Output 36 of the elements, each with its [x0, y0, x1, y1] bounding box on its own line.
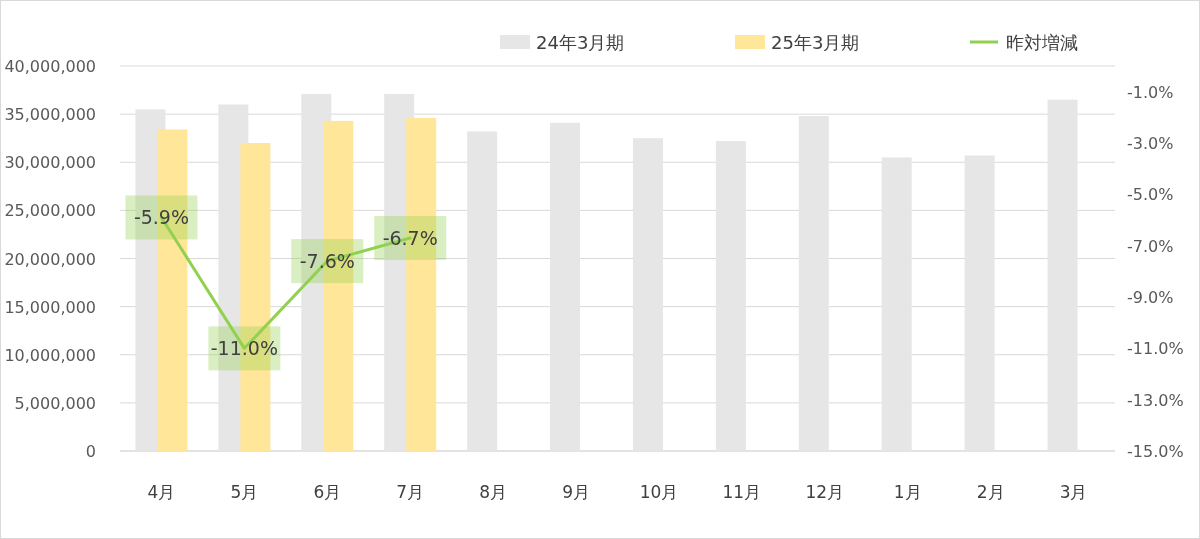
y-tick-label: 35,000,000: [4, 105, 96, 125]
data-label: -7.6%: [299, 250, 355, 273]
y2-tick-label: -1.0%: [1127, 82, 1174, 102]
x-tick-label: 4月: [147, 482, 176, 502]
y-tick-label: 10,000,000: [4, 345, 96, 365]
x-tick-label: 6月: [313, 482, 342, 502]
data-label: -6.7%: [382, 226, 438, 249]
y2-tick-label: -9.0%: [1127, 288, 1174, 307]
y2-tick-label: -7.0%: [1127, 236, 1174, 256]
x-tick-label: 9月: [562, 482, 590, 502]
y2-tick-label: -3.0%: [1127, 134, 1174, 153]
x-tick-label: 7月: [396, 482, 425, 502]
x-tick-label: 1月: [893, 482, 922, 502]
x-tick-label: 3月: [1059, 482, 1088, 502]
x-tick-label: 11月: [722, 482, 762, 502]
y-tick-label: 5,000,000: [14, 393, 96, 413]
data-label: -11.0%: [210, 337, 278, 360]
x-tick-label: 5月: [230, 482, 259, 502]
y-tick-label: 25,000,000: [4, 201, 96, 221]
legend-label: 25年3月期: [771, 32, 860, 53]
x-tick-label: 8月: [479, 482, 508, 502]
y2-tick-label: -13.0%: [1127, 390, 1184, 410]
y2-tick-label: -15.0%: [1127, 442, 1184, 461]
x-tick-label: 2月: [976, 482, 1005, 502]
legend-label: 24年3月期: [536, 32, 625, 53]
y-tick-label: 20,000,000: [4, 249, 96, 269]
y-tick-label: 0: [85, 442, 96, 461]
legend-label: 昨対増減: [1006, 32, 1078, 53]
y-tick-label: 15,000,000: [4, 297, 96, 317]
y2-tick-label: -5.0%: [1127, 185, 1174, 205]
data-label: -5.9%: [133, 206, 190, 229]
x-tick-label: 12月: [805, 482, 845, 502]
x-tick-label: 10月: [639, 482, 679, 502]
y-tick-label: 30,000,000: [4, 153, 96, 173]
y2-tick-label: -11.0%: [1127, 339, 1184, 359]
y-tick-label: 40,000,000: [4, 57, 96, 76]
